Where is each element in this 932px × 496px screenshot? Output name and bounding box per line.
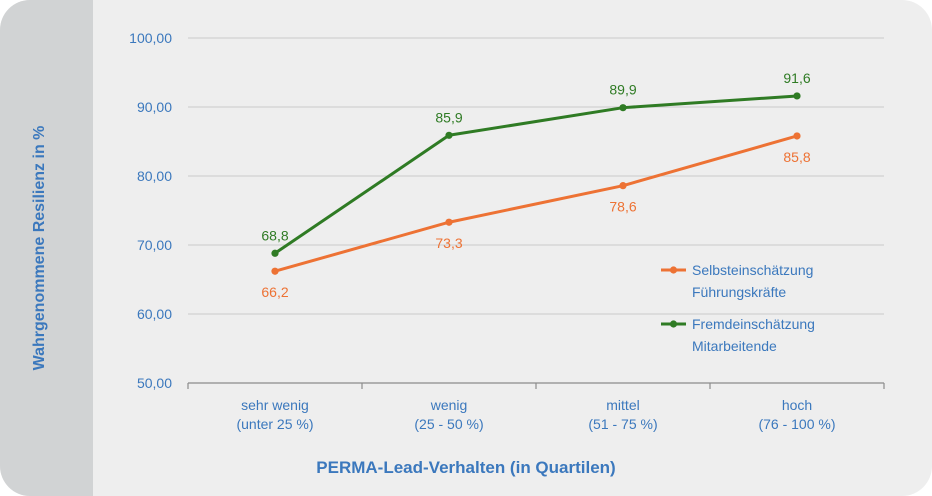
data-point	[445, 131, 453, 139]
data-point	[793, 92, 801, 100]
series-line	[274, 94, 798, 255]
series-group: 66,2 73,3 78,6 85,8 68,8 85,9 89,9 91,6	[261, 70, 810, 300]
x-axis-label: PERMA-Lead-Verhalten (in Quartilen)	[316, 458, 616, 477]
data-label: 85,9	[435, 109, 462, 125]
y-tick-label: 80,00	[137, 168, 172, 184]
legend-label: Führungskräfte	[692, 284, 786, 300]
series-1: 66,2 73,3 78,6 85,8	[261, 132, 811, 300]
y-tick-labels: 50,00 60,00 70,00 80,00 90,00 100,00	[129, 30, 172, 391]
data-label: 89,9	[609, 82, 636, 98]
x-tick-label: (25 - 50 %)	[414, 416, 483, 432]
legend-label: Selbsteinschätzung	[692, 262, 813, 278]
data-point	[619, 182, 627, 190]
grid-lines	[188, 37, 884, 315]
series-line	[274, 134, 798, 273]
data-point	[793, 132, 801, 140]
x-tick-label: (76 - 100 %)	[758, 416, 835, 432]
legend-label: Fremdeinschätzung	[692, 316, 815, 332]
legend-label: Mitarbeitende	[692, 338, 777, 354]
y-tick-label: 100,00	[129, 30, 172, 46]
legend-item: Selbsteinschätzung Führungskräfte	[661, 262, 813, 300]
y-tick-label: 90,00	[137, 99, 172, 115]
data-point	[271, 249, 279, 257]
data-label: 68,8	[261, 227, 288, 243]
y-tick-label: 50,00	[137, 375, 172, 391]
x-tick-label: wenig	[430, 397, 468, 413]
x-tick-label: sehr wenig	[241, 397, 309, 413]
data-label: 73,3	[435, 235, 462, 251]
data-point	[445, 218, 453, 226]
data-label: 91,6	[783, 70, 810, 86]
y-tick-label: 60,00	[137, 306, 172, 322]
x-tick-labels: sehr wenig (unter 25 %) wenig (25 - 50 %) mi…	[236, 397, 835, 432]
legend-item: Fremdeinschätzung Mitarbeitende	[661, 316, 815, 354]
legend: Selbsteinschätzung Führungskräfte Fremdein…	[661, 262, 815, 354]
x-tick-label: mittel	[606, 397, 639, 413]
data-point	[619, 104, 627, 112]
x-axis	[187, 382, 885, 389]
series-2: 68,8 85,9 89,9 91,6	[261, 70, 811, 257]
sidebar-panel	[0, 0, 93, 496]
data-point	[271, 267, 279, 275]
x-tick-label: (51 - 75 %)	[588, 416, 657, 432]
legend-marker	[669, 266, 678, 274]
x-tick-label: hoch	[782, 397, 812, 413]
legend-marker	[669, 320, 678, 328]
data-label: 85,8	[783, 149, 810, 165]
y-tick-label: 70,00	[137, 237, 172, 253]
data-label: 78,6	[609, 199, 636, 215]
x-tick-label: (unter 25 %)	[236, 416, 313, 432]
data-label: 66,2	[261, 284, 288, 300]
